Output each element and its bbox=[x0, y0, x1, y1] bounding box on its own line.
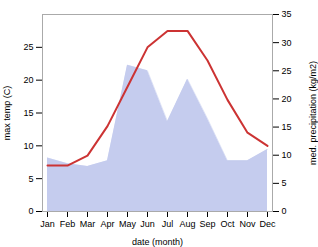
svg-text:Dec: Dec bbox=[259, 219, 276, 229]
svg-text:30: 30 bbox=[282, 38, 292, 48]
svg-text:Jan: Jan bbox=[40, 219, 55, 229]
svg-text:0: 0 bbox=[28, 206, 33, 216]
svg-text:May: May bbox=[119, 219, 137, 229]
svg-text:Jul: Jul bbox=[162, 219, 174, 229]
svg-text:20: 20 bbox=[23, 75, 33, 85]
svg-text:Apr: Apr bbox=[100, 219, 114, 229]
svg-text:Mar: Mar bbox=[80, 219, 96, 229]
svg-text:Oct: Oct bbox=[220, 219, 235, 229]
svg-text:25: 25 bbox=[23, 42, 33, 52]
svg-text:5: 5 bbox=[282, 178, 287, 188]
svg-text:25: 25 bbox=[282, 66, 292, 76]
svg-text:15: 15 bbox=[23, 108, 33, 118]
svg-text:5: 5 bbox=[28, 174, 33, 184]
svg-text:20: 20 bbox=[282, 94, 292, 104]
svg-text:Nov: Nov bbox=[239, 219, 256, 229]
svg-text:Jun: Jun bbox=[140, 219, 155, 229]
svg-text:Sep: Sep bbox=[199, 219, 215, 229]
svg-text:10: 10 bbox=[282, 150, 292, 160]
svg-text:10: 10 bbox=[23, 141, 33, 151]
svg-text:med. precipitation (kg/m2): med. precipitation (kg/m2) bbox=[308, 61, 318, 165]
svg-text:Aug: Aug bbox=[179, 219, 195, 229]
svg-text:Feb: Feb bbox=[60, 219, 76, 229]
svg-text:date (month): date (month) bbox=[132, 237, 183, 247]
svg-text:0: 0 bbox=[282, 206, 287, 216]
svg-text:15: 15 bbox=[282, 122, 292, 132]
svg-text:35: 35 bbox=[282, 9, 292, 19]
svg-text:max temp (C): max temp (C) bbox=[2, 86, 12, 141]
